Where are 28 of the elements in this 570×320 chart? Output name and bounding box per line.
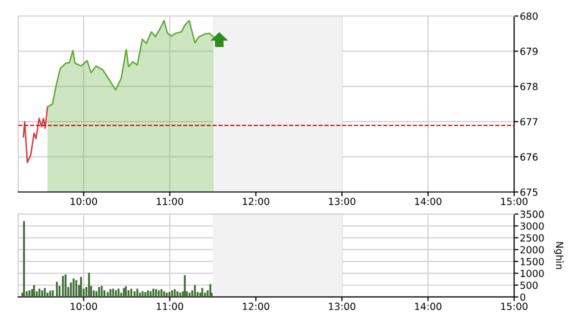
- y-tick-label: 677: [520, 118, 538, 126]
- x-tick-label: 11:00: [156, 302, 184, 310]
- y-tick-label: 678: [520, 82, 538, 90]
- x-tick-label: 10:00: [70, 198, 98, 206]
- y-tick-label: 0: [520, 293, 526, 301]
- x-tick-label: 13:00: [329, 302, 356, 310]
- y-tick-label: 3000: [520, 222, 544, 230]
- y-tick-label: 675: [520, 188, 538, 196]
- y-tick-label: 1500: [520, 258, 544, 266]
- x-tick-label: 14:00: [415, 198, 442, 206]
- x-tick-label: 11:00: [156, 198, 184, 206]
- y-tick-label: 679: [520, 48, 538, 56]
- y-tick-label: 2000: [520, 246, 544, 254]
- y-tick-label: 680: [520, 12, 538, 20]
- x-tick-label: 14:00: [415, 302, 442, 310]
- x-tick-label: 15:00: [501, 302, 528, 310]
- y-tick-label: 1000: [520, 270, 544, 278]
- y-tick-label: 2500: [520, 234, 544, 242]
- y-tick-label: 676: [520, 153, 538, 161]
- y-axis-title: Nghìn: [554, 242, 564, 269]
- y-tick-label: 500: [520, 282, 538, 289]
- x-tick-label: 12:00: [242, 302, 270, 310]
- x-tick-label: 10:00: [70, 302, 98, 310]
- y-tick-label: 3500: [520, 210, 544, 218]
- x-tick-label: 15:00: [501, 198, 528, 206]
- x-tick-label: 13:00: [329, 198, 356, 206]
- line-series: [22, 106, 48, 164]
- x-tick-label: 12:00: [242, 198, 270, 206]
